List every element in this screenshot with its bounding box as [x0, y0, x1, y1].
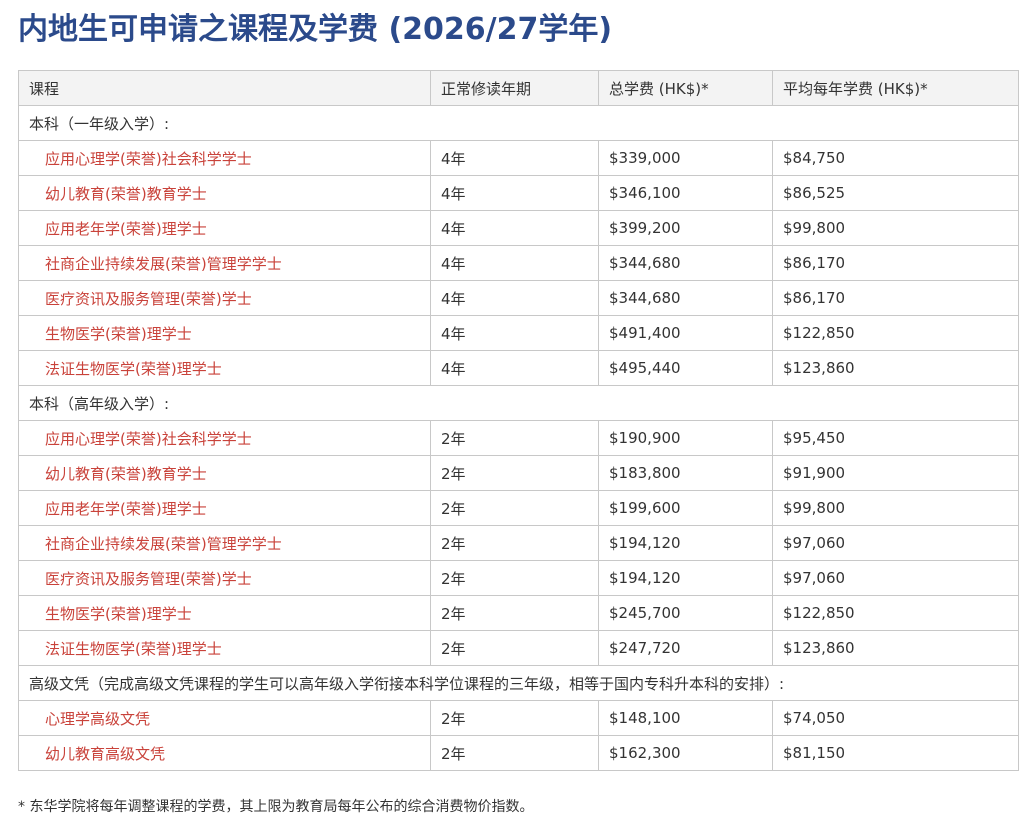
course-name: 法证生物医学(荣誉)理学士	[18, 350, 431, 386]
course-name: 应用心理学(荣誉)社会科学学士	[18, 420, 431, 456]
fee-table: 课程 正常修读年期 总学费 (HK$)* 平均每年学费 (HK$)* 本科（一年级入学…	[18, 70, 1019, 771]
course-name: 社商企业持续发展(荣誉)管理学学士	[18, 525, 431, 561]
cell: $95,450	[772, 420, 1019, 456]
course-row: 应用心理学(荣誉)社会科学学士 4年 $339,000 $84,750	[18, 140, 1019, 176]
cell: $99,800	[772, 210, 1019, 246]
section-row: 高级文凭（完成高级文凭课程的学生可以高年级入学衔接本科学位课程的三年级，相等于国…	[18, 665, 1019, 701]
course-name: 医疗资讯及服务管理(荣誉)学士	[18, 280, 431, 316]
cell: $91,900	[772, 455, 1019, 491]
section-label: 高级文凭（完成高级文凭课程的学生可以高年级入学衔接本科学位课程的三年级，相等于国…	[18, 665, 1019, 701]
cell: 4年	[430, 280, 599, 316]
course-row: 社商企业持续发展(荣誉)管理学学士 2年 $194,120 $97,060	[18, 525, 1019, 561]
cell: $123,860	[772, 630, 1019, 666]
cell: $99,800	[772, 490, 1019, 526]
cell: $190,900	[598, 420, 773, 456]
cell: $183,800	[598, 455, 773, 491]
course-name: 医疗资讯及服务管理(荣誉)学士	[18, 560, 431, 596]
course-row: 医疗资讯及服务管理(荣誉)学士 2年 $194,120 $97,060	[18, 560, 1019, 596]
cell: $123,860	[772, 350, 1019, 386]
cell: $122,850	[772, 315, 1019, 351]
cell: $86,170	[772, 280, 1019, 316]
column-header: 课程	[18, 70, 431, 106]
cell: $97,060	[772, 560, 1019, 596]
course-name: 生物医学(荣誉)理学士	[18, 595, 431, 631]
section-label: 本科（高年级入学）:	[18, 385, 1019, 421]
cell: $346,100	[598, 175, 773, 211]
course-row: 生物医学(荣誉)理学士 4年 $491,400 $122,850	[18, 315, 1019, 351]
cell: $245,700	[598, 595, 773, 631]
cell: 2年	[430, 735, 599, 771]
page-title: 内地生可申请之课程及学费 (2026/27学年)	[18, 12, 613, 47]
cell: $399,200	[598, 210, 773, 246]
column-header: 总学费 (HK$)*	[598, 70, 773, 106]
cell: $86,525	[772, 175, 1019, 211]
course-name: 生物医学(荣誉)理学士	[18, 315, 431, 351]
course-name: 心理学高级文凭	[18, 700, 431, 736]
course-name: 法证生物医学(荣誉)理学士	[18, 630, 431, 666]
course-row: 生物医学(荣誉)理学士 2年 $245,700 $122,850	[18, 595, 1019, 631]
cell: $97,060	[772, 525, 1019, 561]
course-row: 心理学高级文凭 2年 $148,100 $74,050	[18, 700, 1019, 736]
column-header: 正常修读年期	[430, 70, 599, 106]
cell: $194,120	[598, 525, 773, 561]
table-body: 本科（一年级入学）: 应用心理学(荣誉)社会科学学士 4年 $339,000 $84,7…	[18, 105, 1019, 771]
course-row: 幼儿教育高级文凭 2年 $162,300 $81,150	[18, 735, 1019, 771]
section-row: 本科（一年级入学）:	[18, 105, 1019, 141]
column-header: 平均每年学费 (HK$)*	[772, 70, 1019, 106]
course-name: 幼儿教育(荣誉)教育学士	[18, 175, 431, 211]
cell: $194,120	[598, 560, 773, 596]
section-label: 本科（一年级入学）:	[18, 105, 1019, 141]
cell: 4年	[430, 245, 599, 281]
cell: 4年	[430, 210, 599, 246]
course-name: 应用老年学(荣誉)理学士	[18, 490, 431, 526]
cell: 4年	[430, 175, 599, 211]
course-row: 应用老年学(荣誉)理学士 4年 $399,200 $99,800	[18, 210, 1019, 246]
course-row: 法证生物医学(荣誉)理学士 2年 $247,720 $123,860	[18, 630, 1019, 666]
cell: 2年	[430, 595, 599, 631]
cell: $122,850	[772, 595, 1019, 631]
cell: $74,050	[772, 700, 1019, 736]
cell: 2年	[430, 560, 599, 596]
section-row: 本科（高年级入学）:	[18, 385, 1019, 421]
course-row: 幼儿教育(荣誉)教育学士 4年 $346,100 $86,525	[18, 175, 1019, 211]
cell: 2年	[430, 455, 599, 491]
cell: 4年	[430, 315, 599, 351]
course-row: 应用老年学(荣誉)理学士 2年 $199,600 $99,800	[18, 490, 1019, 526]
cell: $81,150	[772, 735, 1019, 771]
course-name: 幼儿教育高级文凭	[18, 735, 431, 771]
cell: $344,680	[598, 280, 773, 316]
course-name: 社商企业持续发展(荣誉)管理学学士	[18, 245, 431, 281]
course-row: 社商企业持续发展(荣誉)管理学学士 4年 $344,680 $86,170	[18, 245, 1019, 281]
cell: $84,750	[772, 140, 1019, 176]
cell: $162,300	[598, 735, 773, 771]
cell: $148,100	[598, 700, 773, 736]
course-name: 应用心理学(荣誉)社会科学学士	[18, 140, 431, 176]
course-row: 医疗资讯及服务管理(荣誉)学士 4年 $344,680 $86,170	[18, 280, 1019, 316]
cell: $491,400	[598, 315, 773, 351]
cell: $199,600	[598, 490, 773, 526]
footnote: * 东华学院将每年调整课程的学费，其上限为教育局每年公布的综合消费物价指数。	[18, 799, 534, 815]
cell: $86,170	[772, 245, 1019, 281]
cell: 4年	[430, 140, 599, 176]
cell: $247,720	[598, 630, 773, 666]
cell: $344,680	[598, 245, 773, 281]
cell: 2年	[430, 525, 599, 561]
cell: $339,000	[598, 140, 773, 176]
course-row: 幼儿教育(荣誉)教育学士 2年 $183,800 $91,900	[18, 455, 1019, 491]
course-row: 法证生物医学(荣誉)理学士 4年 $495,440 $123,860	[18, 350, 1019, 386]
course-name: 幼儿教育(荣誉)教育学士	[18, 455, 431, 491]
cell: 2年	[430, 700, 599, 736]
cell: 2年	[430, 630, 599, 666]
cell: 2年	[430, 490, 599, 526]
header-row: 课程 正常修读年期 总学费 (HK$)* 平均每年学费 (HK$)*	[18, 70, 1019, 106]
course-name: 应用老年学(荣誉)理学士	[18, 210, 431, 246]
cell: 4年	[430, 350, 599, 386]
cell: 2年	[430, 420, 599, 456]
cell: $495,440	[598, 350, 773, 386]
course-row: 应用心理学(荣誉)社会科学学士 2年 $190,900 $95,450	[18, 420, 1019, 456]
